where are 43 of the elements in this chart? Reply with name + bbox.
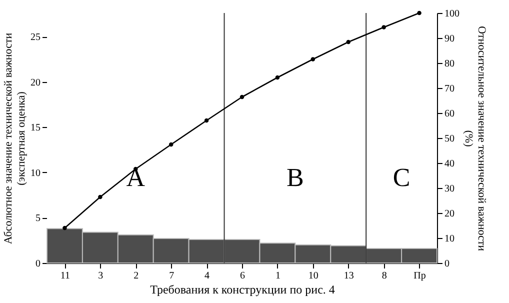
point: [240, 94, 244, 100]
point: [382, 25, 386, 30]
x-tick-label: 2: [134, 270, 139, 282]
x-tick-label: 6: [240, 270, 245, 282]
y2-tick-label: 100: [444, 8, 460, 20]
y2-tick-label: 80: [444, 58, 454, 70]
point: [346, 40, 350, 44]
y-tick-label: 5: [36, 213, 40, 224]
y2-axis-title: Относительное значение технической важности (%): [462, 26, 488, 252]
point: [417, 10, 422, 16]
point: [204, 118, 209, 123]
point: [168, 142, 174, 147]
y-tick-label: 15: [30, 122, 40, 134]
y2-tick-label: 10: [444, 234, 454, 244]
x-tick-label: 3: [98, 270, 104, 282]
x-tick-label: 7: [169, 270, 174, 282]
y2-tick-label: 70: [444, 84, 454, 94]
x-axis-title: Требования к конструкции по рис. 4: [150, 282, 335, 296]
y2-tick-label: 0: [444, 258, 450, 270]
x-tick-label: Пр: [414, 270, 426, 282]
point: [275, 75, 280, 80]
y-axis-title: Абсолютное значение технической важности (экспертная оценка): [2, 32, 28, 244]
y-tick-label: 10: [30, 168, 40, 179]
point: [62, 226, 67, 230]
band-label: B: [286, 163, 304, 192]
y-tick-label: 20: [30, 77, 40, 88]
y-tick-label: 0: [36, 258, 40, 270]
point: [310, 57, 316, 62]
x-tick-label: 11: [60, 270, 70, 282]
point: [98, 194, 102, 200]
y2-tick-label: 20: [444, 208, 454, 220]
x-tick-label: 13: [344, 270, 354, 282]
band-label: C: [392, 163, 410, 192]
y2-tick-label: 60: [444, 108, 454, 120]
y2-tick-label: 90: [444, 34, 454, 44]
x-tick-label: 4: [204, 270, 210, 282]
y2-tick-label: 50: [444, 134, 454, 144]
y-tick-label: 25: [30, 32, 40, 44]
x-tick-label: 10: [308, 270, 318, 282]
y2-tick-label: 30: [444, 184, 454, 194]
x-tick-label: 8: [382, 270, 387, 282]
x-tick-label: 1: [275, 270, 280, 282]
y2-tick-label: 40: [444, 158, 454, 170]
